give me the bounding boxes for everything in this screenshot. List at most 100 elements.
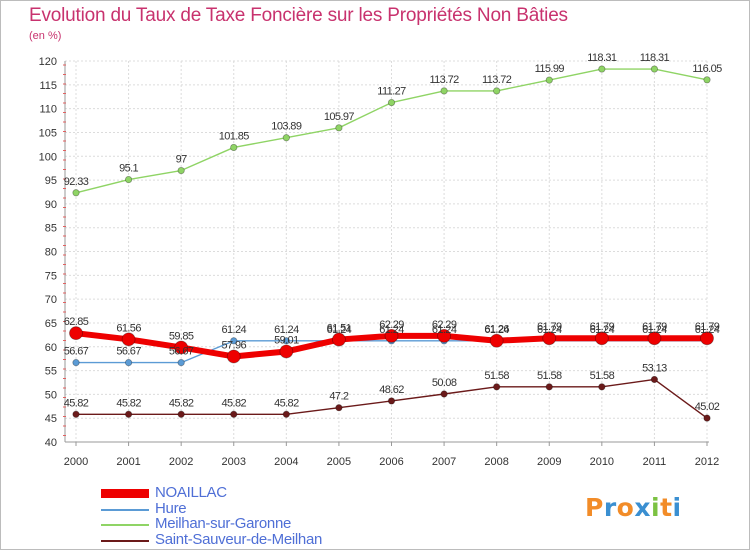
y-tick-label: 75	[45, 270, 57, 282]
y-tick-label: 40	[45, 437, 57, 449]
data-label-saint-sauveur-de-meilhan: 45.82	[64, 397, 89, 409]
data-label-saint-sauveur-de-meilhan: 48.62	[379, 384, 404, 396]
data-label-saint-sauveur-de-meilhan: 51.58	[590, 370, 615, 382]
data-point-saint-sauveur-de-meilhan	[651, 376, 657, 382]
data-point-meilhan-sur-garonne	[178, 167, 184, 173]
data-label-saint-sauveur-de-meilhan: 45.82	[274, 397, 299, 409]
data-label-saint-sauveur-de-meilhan: 53.13	[642, 362, 667, 374]
y-tick-label: 115	[39, 80, 57, 92]
data-label-noaillac: 61.79	[590, 321, 615, 333]
data-label-meilhan-sur-garonne: 111.27	[377, 86, 406, 98]
data-label-hure: 56.67	[169, 346, 194, 358]
data-point-saint-sauveur-de-meilhan	[493, 384, 499, 390]
data-point-hure	[73, 359, 79, 365]
y-tick-label: 90	[45, 199, 57, 211]
data-point-meilhan-sur-garonne	[283, 135, 289, 141]
data-point-saint-sauveur-de-meilhan	[704, 415, 710, 421]
data-point-saint-sauveur-de-meilhan	[546, 384, 552, 390]
data-label-meilhan-sur-garonne: 105.97	[324, 111, 355, 123]
data-point-saint-sauveur-de-meilhan	[178, 411, 184, 417]
data-label-meilhan-sur-garonne: 116.05	[692, 63, 722, 75]
data-label-meilhan-sur-garonne: 118.31	[587, 52, 617, 64]
legend-label: Saint-Sauveur-de-Meilhan	[155, 531, 322, 548]
data-point-meilhan-sur-garonne	[231, 144, 237, 150]
data-label-noaillac: 61.51	[327, 323, 352, 335]
logo-letter: P	[585, 493, 604, 522]
x-tick-label: 2002	[169, 456, 193, 468]
data-label-saint-sauveur-de-meilhan: 51.58	[537, 370, 562, 382]
data-label-meilhan-sur-garonne: 113.72	[482, 74, 512, 86]
data-point-noaillac	[490, 334, 503, 347]
data-point-hure	[178, 359, 184, 365]
x-tick-label: 2000	[64, 456, 88, 468]
y-tick-label: 120	[39, 56, 57, 68]
data-label-meilhan-sur-garonne: 113.72	[429, 74, 459, 86]
y-tick-label: 105	[39, 127, 57, 139]
data-label-hure: 61.24	[221, 324, 246, 336]
chart-frame: Evolution du Taux de Taxe Foncière sur l…	[0, 0, 750, 550]
data-point-meilhan-sur-garonne	[704, 77, 710, 83]
x-tick-label: 2008	[484, 456, 508, 468]
data-point-noaillac	[122, 333, 135, 346]
data-point-saint-sauveur-de-meilhan	[388, 398, 394, 404]
logo-letter: i	[673, 493, 682, 522]
legend-swatch	[101, 509, 149, 511]
data-label-meilhan-sur-garonne: 115.99	[535, 63, 565, 75]
data-point-saint-sauveur-de-meilhan	[283, 411, 289, 417]
data-point-saint-sauveur-de-meilhan	[441, 391, 447, 397]
x-tick-label: 2009	[537, 456, 561, 468]
data-point-meilhan-sur-garonne	[125, 176, 131, 182]
data-label-noaillac: 59.01	[274, 334, 299, 346]
data-label-saint-sauveur-de-meilhan: 51.58	[484, 370, 509, 382]
data-point-noaillac	[227, 350, 240, 363]
logo-letter: t	[660, 493, 672, 522]
data-label-hure: 56.67	[116, 346, 141, 358]
y-tick-label: 65	[45, 318, 57, 330]
legend-label: Meilhan-sur-Garonne	[155, 515, 291, 532]
data-label-noaillac: 62.29	[379, 319, 404, 331]
y-tick-label: 85	[45, 223, 57, 235]
proxiti-logo: Proxiti	[585, 493, 682, 522]
data-label-saint-sauveur-de-meilhan: 50.08	[432, 377, 457, 389]
x-tick-label: 2001	[116, 456, 140, 468]
data-point-saint-sauveur-de-meilhan	[125, 411, 131, 417]
data-point-saint-sauveur-de-meilhan	[73, 411, 79, 417]
data-label-saint-sauveur-de-meilhan: 45.02	[695, 401, 720, 413]
legend-label: NOAILLAC	[155, 484, 227, 501]
line-chart-plot: 4045505560657075808590951001051101151202…	[1, 1, 749, 549]
data-label-noaillac: 59.85	[169, 330, 194, 342]
x-tick-label: 2007	[432, 456, 456, 468]
x-tick-label: 2004	[274, 456, 298, 468]
data-label-meilhan-sur-garonne: 95.1	[119, 163, 138, 175]
x-tick-label: 2011	[643, 456, 667, 468]
y-tick-label: 50	[45, 389, 57, 401]
data-point-meilhan-sur-garonne	[336, 125, 342, 131]
data-label-noaillac: 61.56	[116, 322, 141, 334]
data-label-noaillac: 61.79	[642, 321, 667, 333]
data-label-meilhan-sur-garonne: 101.85	[219, 130, 250, 142]
y-tick-label: 70	[45, 294, 57, 306]
x-tick-label: 2012	[695, 456, 719, 468]
data-point-noaillac	[280, 345, 293, 358]
x-tick-label: 2005	[327, 456, 351, 468]
legend-swatch	[101, 540, 149, 542]
data-label-noaillac: 57.96	[221, 339, 246, 351]
legend-swatch	[101, 524, 149, 526]
data-label-saint-sauveur-de-meilhan: 45.82	[169, 397, 194, 409]
x-tick-label: 2006	[379, 456, 403, 468]
data-label-noaillac: 62.85	[64, 316, 89, 328]
y-tick-label: 45	[45, 413, 57, 425]
logo-letter: i	[651, 493, 660, 522]
y-tick-label: 95	[45, 175, 57, 187]
data-label-saint-sauveur-de-meilhan: 45.82	[221, 397, 246, 409]
data-label-noaillac: 62.29	[432, 319, 457, 331]
series-layer	[70, 66, 714, 421]
y-tick-label: 55	[45, 366, 57, 378]
x-tick-label: 2010	[590, 456, 614, 468]
data-label-saint-sauveur-de-meilhan: 47.2	[329, 391, 348, 403]
data-label-noaillac: 61.26	[484, 324, 509, 336]
data-point-hure	[125, 359, 131, 365]
y-tick-label: 100	[39, 151, 57, 163]
data-point-saint-sauveur-de-meilhan	[599, 384, 605, 390]
y-tick-label: 80	[45, 247, 57, 259]
